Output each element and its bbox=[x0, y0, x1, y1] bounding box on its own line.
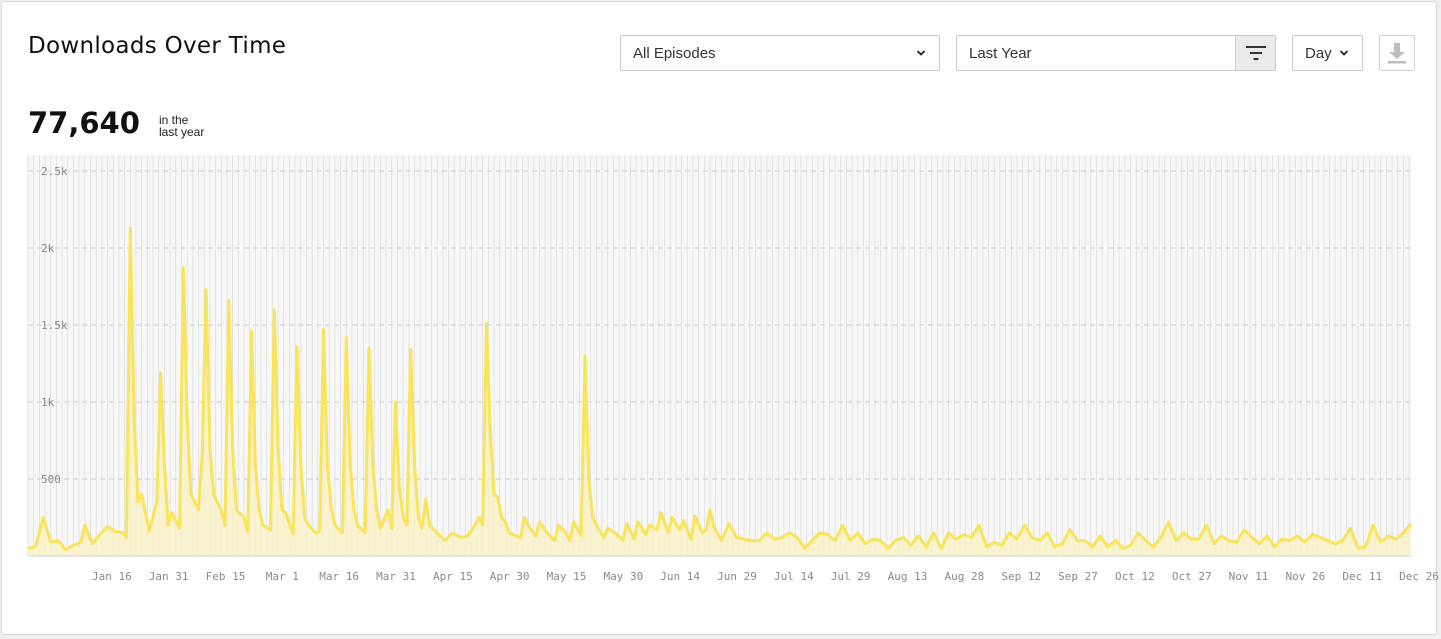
x-tick-label: Jan 31 bbox=[149, 570, 189, 583]
episodes-select-value: All Episodes bbox=[633, 44, 716, 62]
y-tick-label: 1.5k bbox=[41, 319, 68, 332]
total-downloads: 77,640 bbox=[28, 106, 140, 140]
date-range-value: Last Year bbox=[969, 44, 1032, 62]
chevron-down-icon bbox=[916, 50, 926, 56]
downloads-line bbox=[27, 226, 1413, 552]
x-tick-label: Aug 28 bbox=[944, 570, 984, 583]
x-tick-label: Feb 15 bbox=[206, 570, 246, 583]
x-tick-label: Sep 27 bbox=[1058, 570, 1098, 583]
x-tick-label: Sep 12 bbox=[1001, 570, 1041, 583]
x-tick-label: Jun 29 bbox=[717, 570, 757, 583]
x-tick-label: Dec 26 bbox=[1399, 570, 1439, 583]
x-tick-label: Jun 14 bbox=[660, 570, 700, 583]
x-tick-label: Oct 27 bbox=[1172, 570, 1212, 583]
total-label-line1: in the bbox=[159, 113, 189, 127]
x-tick-label: Jul 14 bbox=[774, 570, 814, 583]
x-tick-label: Jan 16 bbox=[92, 570, 132, 583]
x-tick-label: Nov 11 bbox=[1229, 570, 1269, 583]
y-tick-label: 2k bbox=[41, 242, 55, 255]
chevron-down-icon bbox=[1339, 50, 1349, 56]
x-tick-label: Mar 16 bbox=[319, 570, 359, 583]
x-tick-label: Dec 11 bbox=[1342, 570, 1382, 583]
interval-select-value: Day bbox=[1305, 44, 1332, 62]
y-tick-label: 2.5k bbox=[41, 165, 68, 178]
total-downloads-label: in the last year bbox=[159, 114, 204, 138]
x-tick-label: Oct 12 bbox=[1115, 570, 1155, 583]
interval-select[interactable]: Day bbox=[1292, 35, 1363, 71]
total-label-line2: last year bbox=[159, 125, 205, 139]
x-tick-label: Jul 29 bbox=[831, 570, 871, 583]
x-tick-label: Apr 15 bbox=[433, 570, 473, 583]
downloads-area bbox=[28, 228, 1411, 556]
x-tick-label: May 15 bbox=[547, 570, 587, 583]
y-tick-label: 500 bbox=[41, 473, 61, 486]
x-tick-label: Mar 1 bbox=[266, 570, 299, 583]
y-tick-label: 1k bbox=[41, 396, 55, 409]
x-tick-label: May 30 bbox=[603, 570, 643, 583]
x-tick-label: Aug 13 bbox=[888, 570, 928, 583]
filter-button[interactable] bbox=[1235, 36, 1275, 70]
x-tick-label: Mar 31 bbox=[376, 570, 416, 583]
episodes-select[interactable]: All Episodes bbox=[620, 35, 940, 71]
date-range-select[interactable]: Last Year bbox=[956, 35, 1276, 71]
download-icon bbox=[1388, 43, 1406, 64]
page-title: Downloads Over Time bbox=[28, 33, 287, 59]
x-tick-label: Apr 30 bbox=[490, 570, 530, 583]
vertical-gridlines bbox=[27, 155, 1410, 556]
filter-icon bbox=[1245, 46, 1266, 60]
download-button[interactable] bbox=[1379, 35, 1415, 71]
x-tick-label: Nov 26 bbox=[1286, 570, 1326, 583]
